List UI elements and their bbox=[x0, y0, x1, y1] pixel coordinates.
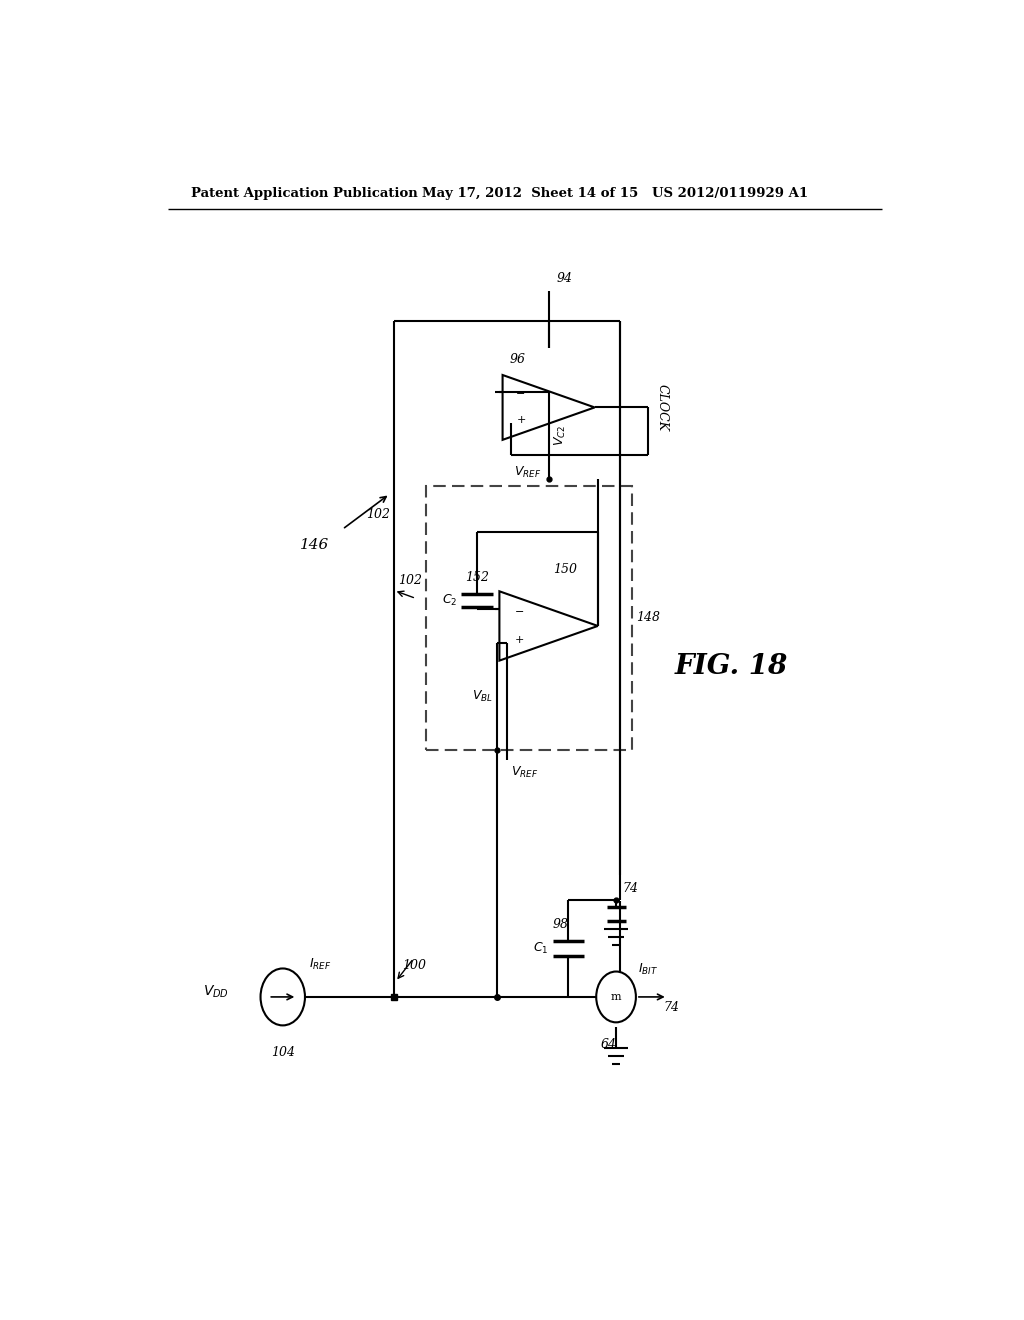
Circle shape bbox=[596, 972, 636, 1022]
Circle shape bbox=[260, 969, 305, 1026]
Text: $V_{DD}$: $V_{DD}$ bbox=[203, 983, 228, 1001]
Text: 74: 74 bbox=[623, 882, 638, 895]
Text: 152: 152 bbox=[465, 570, 489, 583]
Text: $V_{C2}$: $V_{C2}$ bbox=[553, 425, 567, 446]
Text: −: − bbox=[514, 607, 523, 616]
Text: $V_{REF}$: $V_{REF}$ bbox=[511, 766, 539, 780]
Text: +: + bbox=[516, 416, 525, 425]
Text: m: m bbox=[610, 991, 622, 1002]
Text: 104: 104 bbox=[270, 1045, 295, 1059]
Text: +: + bbox=[514, 635, 523, 644]
Text: 100: 100 bbox=[401, 958, 426, 972]
Text: $V_{REF}$: $V_{REF}$ bbox=[514, 465, 542, 480]
Text: May 17, 2012  Sheet 14 of 15: May 17, 2012 Sheet 14 of 15 bbox=[422, 187, 638, 201]
Text: $V_{BL}$: $V_{BL}$ bbox=[472, 689, 494, 704]
Text: 148: 148 bbox=[636, 611, 659, 624]
Text: −: − bbox=[516, 389, 525, 400]
Text: 64: 64 bbox=[600, 1038, 616, 1051]
Text: 94: 94 bbox=[557, 272, 572, 285]
Text: 102: 102 bbox=[366, 508, 390, 520]
Text: 150: 150 bbox=[554, 562, 578, 576]
Text: 102: 102 bbox=[397, 574, 422, 586]
Text: $C_2$: $C_2$ bbox=[442, 593, 458, 609]
Text: 74: 74 bbox=[664, 1001, 680, 1014]
Text: 98: 98 bbox=[553, 917, 568, 931]
Bar bbox=[426, 486, 632, 750]
Text: Patent Application Publication: Patent Application Publication bbox=[191, 187, 418, 201]
Text: FIG. 18: FIG. 18 bbox=[675, 653, 787, 680]
Text: CLOCK: CLOCK bbox=[655, 384, 669, 432]
Text: $I_{REF}$: $I_{REF}$ bbox=[309, 957, 332, 972]
Text: 96: 96 bbox=[510, 354, 525, 366]
Text: US 2012/0119929 A1: US 2012/0119929 A1 bbox=[652, 187, 808, 201]
Text: $C_1$: $C_1$ bbox=[534, 941, 549, 956]
Text: 146: 146 bbox=[300, 537, 329, 552]
Text: $I_{BIT}$: $I_{BIT}$ bbox=[638, 961, 657, 977]
